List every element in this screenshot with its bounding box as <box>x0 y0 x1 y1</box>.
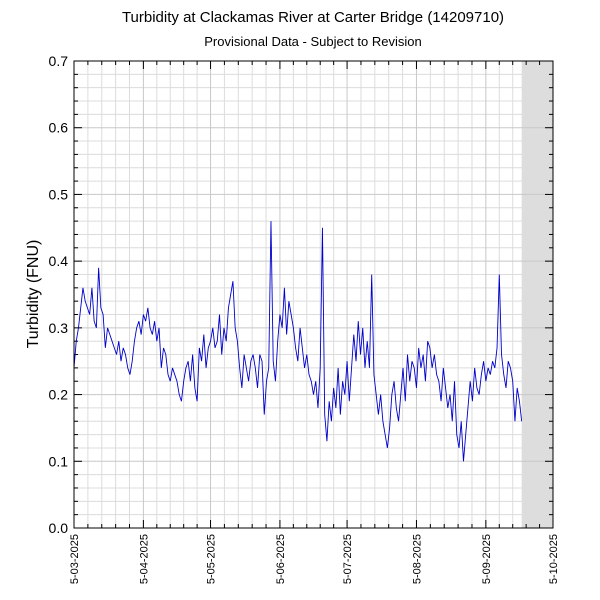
y-tick-label: 0.1 <box>49 453 69 469</box>
x-tick-label: 5-10-2025 <box>548 534 560 584</box>
x-tick-label: 5-05-2025 <box>206 534 218 584</box>
data-line <box>73 221 523 462</box>
no-data-region <box>521 61 553 528</box>
plot-frame <box>73 60 554 529</box>
y-tick-label: 0.0 <box>49 520 69 536</box>
chart-subtitle: Provisional Data - Subject to Revision <box>204 34 422 49</box>
x-tick-label: 5-09-2025 <box>481 534 493 584</box>
x-tick-label: 5-03-2025 <box>69 534 81 584</box>
y-tick-label: 0.4 <box>49 253 69 269</box>
y-axis-label: Turbidity (FNU) <box>25 240 42 349</box>
y-tick-label: 0.7 <box>49 53 69 69</box>
y-tick-label: 0.2 <box>49 387 69 403</box>
x-tick-label: 5-07-2025 <box>342 534 354 584</box>
y-tick-label: 0.5 <box>49 186 69 202</box>
chart-title: Turbidity at Clackamas River at Carter B… <box>122 9 504 26</box>
y-tick-label: 0.3 <box>49 320 69 336</box>
x-tick-label: 5-04-2025 <box>138 534 150 584</box>
y-tick-label: 0.6 <box>49 120 69 136</box>
x-tick-label: 5-08-2025 <box>411 534 423 584</box>
x-tick-label: 5-06-2025 <box>275 534 287 584</box>
